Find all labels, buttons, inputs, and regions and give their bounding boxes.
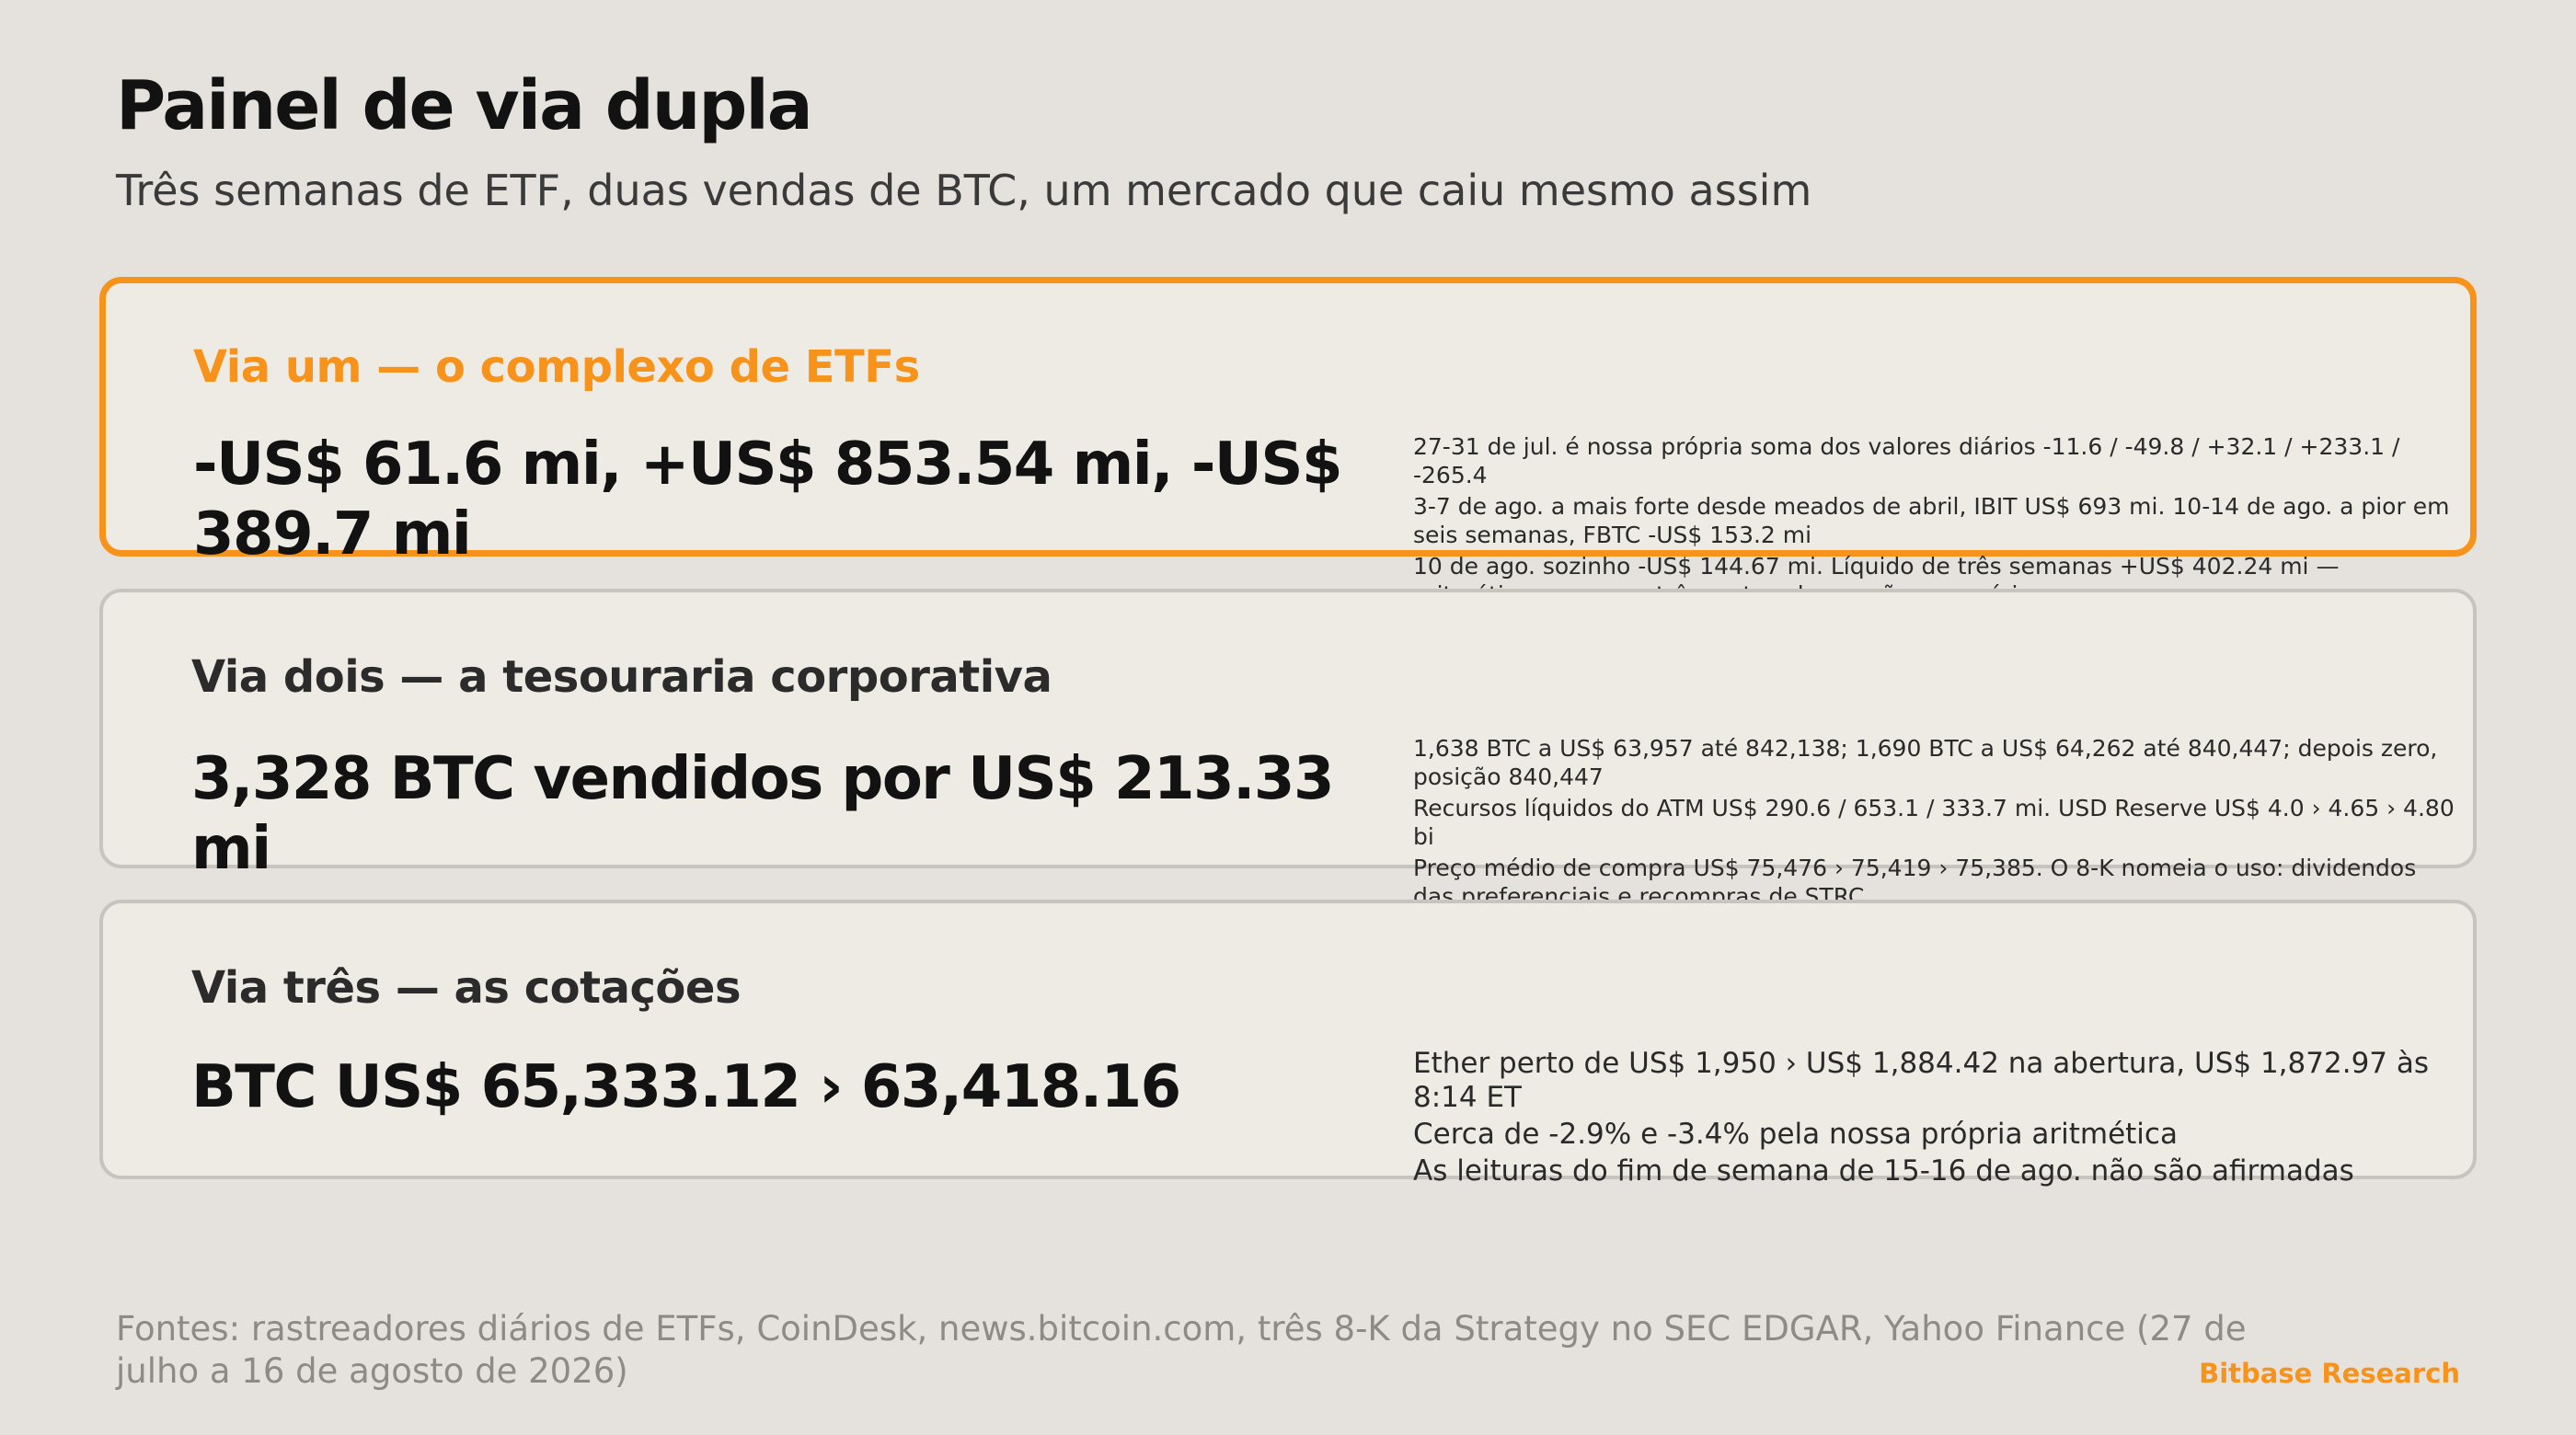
lane-notes: 27-31 de jul. é nossa própria soma dos v… <box>1413 432 2462 612</box>
sources-note: Fontes: rastreadores diários de ETFs, Co… <box>116 1309 2247 1391</box>
lane-note: 1,638 BTC a US$ 63,957 até 842,138; 1,69… <box>1413 735 2438 790</box>
lane-card-etf: Via um — o complexo de ETFs -US$ 61.6 mi… <box>99 277 2477 608</box>
lane-headline: 3,328 BTC vendidos por US$ 213.33 mi <box>191 745 1334 883</box>
lane-label: Via três — as cotações <box>191 962 742 1014</box>
lane-headline: -US$ 61.6 mi, +US$ 853.54 mi, -US$ 389.7… <box>193 430 1342 568</box>
brand-label: Bitbase Research <box>2199 1358 2460 1389</box>
page-title: Painel de via dupla <box>116 66 813 145</box>
lane-card-treasury: Via dois — a tesouraria corporativa 3,32… <box>99 589 2477 910</box>
lane-note: As leituras do fim de semana de 15-16 de… <box>1413 1154 2354 1188</box>
lane-label: Via um — o complexo de ETFs <box>193 341 920 393</box>
lane-label: Via dois — a tesouraria corporativa <box>191 651 1052 703</box>
lane-card-prices: Via três — as cotações BTC US$ 65,333.12… <box>99 900 2477 1188</box>
page-subtitle: Três semanas de ETF, duas vendas de BTC,… <box>116 166 1812 215</box>
lane-note: Ether perto de US$ 1,950 › US$ 1,884.42 … <box>1413 1047 2430 1114</box>
lane-headline: BTC US$ 65,333.12 › 63,418.16 <box>191 1053 1181 1121</box>
lane-note: 27-31 de jul. é nossa própria soma dos v… <box>1413 433 2400 488</box>
lane-notes: Ether perto de US$ 1,950 › US$ 1,884.42 … <box>1413 1047 2462 1191</box>
lane-note: 3-7 de ago. a mais forte desde meados de… <box>1413 493 2450 548</box>
lane-note: Recursos líquidos do ATM US$ 290.6 / 653… <box>1413 795 2455 850</box>
lane-notes: 1,638 BTC a US$ 63,957 até 842,138; 1,69… <box>1413 734 2462 913</box>
lane-note: Cerca de -2.9% e -3.4% pela nossa própri… <box>1413 1118 2178 1151</box>
